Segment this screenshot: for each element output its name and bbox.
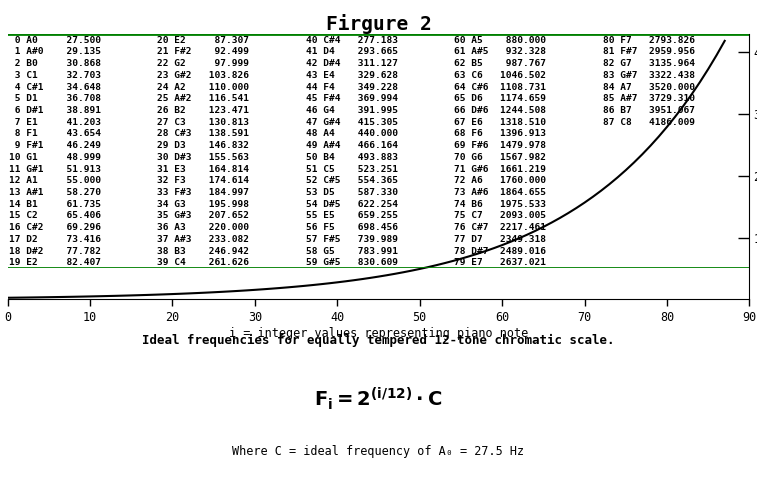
Text: 22 G2     97.999: 22 G2 97.999 xyxy=(157,59,249,68)
Text: 55 E5    659.255: 55 E5 659.255 xyxy=(306,212,397,220)
Text: 29 D3    146.832: 29 D3 146.832 xyxy=(157,141,249,150)
Text: 42 D#4   311.127: 42 D#4 311.127 xyxy=(306,59,397,68)
Text: 85 A#7  3729.310: 85 A#7 3729.310 xyxy=(603,94,694,103)
Text: 56 F5    698.456: 56 F5 698.456 xyxy=(306,223,397,232)
Text: 2 B0     30.868: 2 B0 30.868 xyxy=(9,59,101,68)
Text: 41 D4    293.665: 41 D4 293.665 xyxy=(306,47,397,57)
Text: 86 B7   3951.067: 86 B7 3951.067 xyxy=(603,106,694,115)
Text: 51 C5    523.251: 51 C5 523.251 xyxy=(306,165,397,173)
Text: 37 A#3   233.082: 37 A#3 233.082 xyxy=(157,235,249,244)
Text: 59 G#5   830.609: 59 G#5 830.609 xyxy=(306,258,397,267)
Text: 26 B2    123.471: 26 B2 123.471 xyxy=(157,106,249,115)
Text: 67 E6   1318.510: 67 E6 1318.510 xyxy=(454,118,546,127)
Text: 33 F#3   184.997: 33 F#3 184.997 xyxy=(157,188,249,197)
Text: 79 E7   2637.021: 79 E7 2637.021 xyxy=(454,258,546,267)
Text: 6 D#1    38.891: 6 D#1 38.891 xyxy=(9,106,101,115)
Text: 23 G#2   103.826: 23 G#2 103.826 xyxy=(157,71,249,80)
Text: 82 G7   3135.964: 82 G7 3135.964 xyxy=(603,59,694,68)
Text: 77 D7   2349.318: 77 D7 2349.318 xyxy=(454,235,546,244)
Text: 21 F#2    92.499: 21 F#2 92.499 xyxy=(157,47,249,57)
Text: 20 E2     87.307: 20 E2 87.307 xyxy=(157,36,249,45)
Text: 8 F1     43.654: 8 F1 43.654 xyxy=(9,129,101,139)
Text: 48 A4    440.000: 48 A4 440.000 xyxy=(306,129,397,139)
Text: 68 F6   1396.913: 68 F6 1396.913 xyxy=(454,129,546,139)
Text: 69 F#6  1479.978: 69 F#6 1479.978 xyxy=(454,141,546,150)
Text: 43 E4    329.628: 43 E4 329.628 xyxy=(306,71,397,80)
Text: 11 G#1    51.913: 11 G#1 51.913 xyxy=(9,165,101,173)
Text: 35 G#3   207.652: 35 G#3 207.652 xyxy=(157,212,249,220)
Text: 45 F#4   369.994: 45 F#4 369.994 xyxy=(306,94,397,103)
Text: 52 C#5   554.365: 52 C#5 554.365 xyxy=(306,176,397,185)
Text: 12 A1     55.000: 12 A1 55.000 xyxy=(9,176,101,185)
Text: Ideal frequencies for equally tempered 12-tone chromatic scale.: Ideal frequencies for equally tempered 1… xyxy=(142,334,615,347)
Text: 83 G#7  3322.438: 83 G#7 3322.438 xyxy=(603,71,694,80)
Text: 28 C#3   138.591: 28 C#3 138.591 xyxy=(157,129,249,139)
Text: 71 G#6  1661.219: 71 G#6 1661.219 xyxy=(454,165,546,173)
Text: 19 E2     82.407: 19 E2 82.407 xyxy=(9,258,101,267)
Text: 72 A6   1760.000: 72 A6 1760.000 xyxy=(454,176,546,185)
Text: 66 D#6  1244.508: 66 D#6 1244.508 xyxy=(454,106,546,115)
Text: 7 E1     41.203: 7 E1 41.203 xyxy=(9,118,101,127)
Text: 27 C3    130.813: 27 C3 130.813 xyxy=(157,118,249,127)
Text: 57 F#5   739.989: 57 F#5 739.989 xyxy=(306,235,397,244)
Text: 80 F7   2793.826: 80 F7 2793.826 xyxy=(603,36,694,45)
Text: 47 G#4   415.305: 47 G#4 415.305 xyxy=(306,118,397,127)
Text: 31 E3    164.814: 31 E3 164.814 xyxy=(157,165,249,173)
Text: 16 C#2    69.296: 16 C#2 69.296 xyxy=(9,223,101,232)
Text: 50 B4    493.883: 50 B4 493.883 xyxy=(306,153,397,162)
Text: 44 F4    349.228: 44 F4 349.228 xyxy=(306,83,397,92)
Text: Firgure 2: Firgure 2 xyxy=(326,14,431,34)
Text: 70 G6   1567.982: 70 G6 1567.982 xyxy=(454,153,546,162)
Text: Where C = ideal frequency of A₀ = 27.5 Hz: Where C = ideal frequency of A₀ = 27.5 H… xyxy=(232,445,525,458)
Text: 30 D#3   155.563: 30 D#3 155.563 xyxy=(157,153,249,162)
Text: 17 D2     73.416: 17 D2 73.416 xyxy=(9,235,101,244)
Text: 54 D#5   622.254: 54 D#5 622.254 xyxy=(306,200,397,209)
Text: 1 A#0    29.135: 1 A#0 29.135 xyxy=(9,47,101,57)
Text: 13 A#1    58.270: 13 A#1 58.270 xyxy=(9,188,101,197)
Text: 15 C2     65.406: 15 C2 65.406 xyxy=(9,212,101,220)
Text: 24 A2    110.000: 24 A2 110.000 xyxy=(157,83,249,92)
Text: 18 D#2    77.782: 18 D#2 77.782 xyxy=(9,247,101,256)
Text: 32 F3    174.614: 32 F3 174.614 xyxy=(157,176,249,185)
Text: 0 A0     27.500: 0 A0 27.500 xyxy=(9,36,101,45)
Text: 14 B1     61.735: 14 B1 61.735 xyxy=(9,200,101,209)
Text: 36 A3    220.000: 36 A3 220.000 xyxy=(157,223,249,232)
Text: 9 F#1    46.249: 9 F#1 46.249 xyxy=(9,141,101,150)
Text: 76 C#7  2217.461: 76 C#7 2217.461 xyxy=(454,223,546,232)
Text: 34 G3    195.998: 34 G3 195.998 xyxy=(157,200,249,209)
Text: 62 B5    987.767: 62 B5 987.767 xyxy=(454,59,546,68)
Text: 75 C7   2093.005: 75 C7 2093.005 xyxy=(454,212,546,220)
Text: 49 A#4   466.164: 49 A#4 466.164 xyxy=(306,141,397,150)
Text: 78 D#7  2489.016: 78 D#7 2489.016 xyxy=(454,247,546,256)
Text: 65 D6   1174.659: 65 D6 1174.659 xyxy=(454,94,546,103)
Text: 64 C#6  1108.731: 64 C#6 1108.731 xyxy=(454,83,546,92)
Text: 61 A#5   932.328: 61 A#5 932.328 xyxy=(454,47,546,57)
Text: 40 C#4   277.183: 40 C#4 277.183 xyxy=(306,36,397,45)
Text: 84 A7   3520.000: 84 A7 3520.000 xyxy=(603,83,694,92)
Text: 38 B3    246.942: 38 B3 246.942 xyxy=(157,247,249,256)
Text: 25 A#2   116.541: 25 A#2 116.541 xyxy=(157,94,249,103)
Text: 73 A#6  1864.655: 73 A#6 1864.655 xyxy=(454,188,546,197)
Text: 46 G4    391.995: 46 G4 391.995 xyxy=(306,106,397,115)
Text: 74 B6   1975.533: 74 B6 1975.533 xyxy=(454,200,546,209)
Text: 87 C8   4186.009: 87 C8 4186.009 xyxy=(603,118,694,127)
X-axis label: i = integer values representing piano note: i = integer values representing piano no… xyxy=(229,327,528,340)
Text: $\mathbf{F_i = 2^{(i/12)} \bullet C}$: $\mathbf{F_i = 2^{(i/12)} \bullet C}$ xyxy=(314,385,443,412)
Text: 58 G5    783.991: 58 G5 783.991 xyxy=(306,247,397,256)
Text: 3 C1     32.703: 3 C1 32.703 xyxy=(9,71,101,80)
Text: 53 D5    587.330: 53 D5 587.330 xyxy=(306,188,397,197)
Text: 63 C6   1046.502: 63 C6 1046.502 xyxy=(454,71,546,80)
Text: 5 D1     36.708: 5 D1 36.708 xyxy=(9,94,101,103)
Text: 60 A5    880.000: 60 A5 880.000 xyxy=(454,36,546,45)
Text: 10 G1     48.999: 10 G1 48.999 xyxy=(9,153,101,162)
Text: 81 F#7  2959.956: 81 F#7 2959.956 xyxy=(603,47,694,57)
Text: 39 C4    261.626: 39 C4 261.626 xyxy=(157,258,249,267)
Text: 4 C#1    34.648: 4 C#1 34.648 xyxy=(9,83,101,92)
